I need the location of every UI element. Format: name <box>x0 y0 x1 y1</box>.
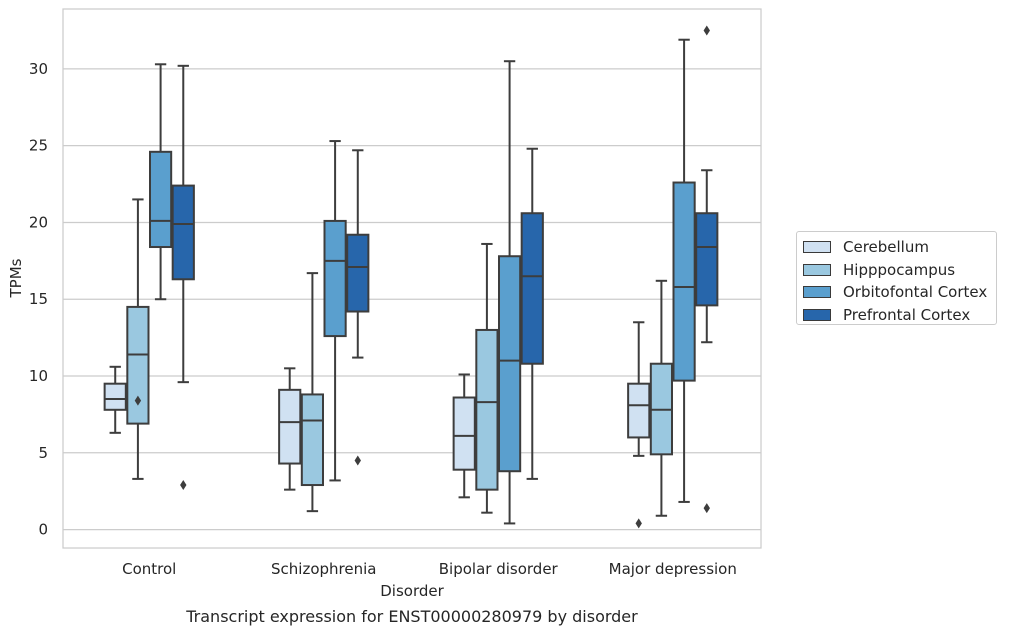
legend-swatch-prefrontal-cortex <box>803 309 831 322</box>
box-iqr <box>103 382 127 411</box>
x-tick-label-1: Schizophrenia <box>271 560 376 578</box>
box-iqr <box>520 212 544 365</box>
x-axis-label: Disorder <box>380 582 444 600</box>
box-prefrontal-cortex-1 <box>346 149 370 466</box>
outlier-marker-0 <box>703 503 710 514</box>
box-prefrontal-cortex-3 <box>695 25 719 514</box>
box-iqr <box>672 181 696 382</box>
legend-swatch-cerebellum <box>803 241 831 254</box>
box-iqr <box>300 393 325 487</box>
legend-item-cerebellum: Cerebellum <box>803 236 996 259</box>
x-tick-label-0: Control <box>122 560 176 578</box>
box-iqr <box>695 212 719 307</box>
box-iqr <box>475 328 499 491</box>
box-cerebellum-2 <box>452 373 476 499</box>
box-cerebellum-0 <box>103 365 127 434</box>
legend-label-cerebellum: Cerebellum <box>843 238 929 257</box>
x-tick-label-3: Major depression <box>609 560 737 578</box>
box-iqr <box>346 233 370 313</box>
outlier-marker-0 <box>354 455 361 466</box>
box-prefrontal-cortex-2 <box>520 147 544 480</box>
y-tick-label-10: 10 <box>29 367 48 385</box>
box-hipppocampus-2 <box>475 242 499 514</box>
box-iqr <box>452 396 476 471</box>
box-hipppocampus-1 <box>300 272 325 513</box>
legend-label-prefrontal-cortex: Prefrontal Cortex <box>843 306 971 325</box>
box-iqr <box>149 150 173 249</box>
y-tick-label-30: 30 <box>29 60 48 78</box>
box-iqr <box>126 305 150 425</box>
box-prefrontal-cortex-0 <box>171 64 195 491</box>
outlier-marker-0 <box>180 480 187 491</box>
box-cerebellum-1 <box>278 367 302 491</box>
box-orbitofontal-cortex-1 <box>323 140 347 482</box>
legend-label-orbitofrontal-cortex: Orbitofontal Cortex <box>843 283 988 302</box>
outlier-marker-0 <box>635 518 642 529</box>
box-orbitofontal-cortex-3 <box>672 38 696 503</box>
legend-item-hippocampus: Hipppocampus <box>803 259 996 282</box>
box-cerebellum-3 <box>627 321 651 529</box>
boxes <box>103 25 719 529</box>
y-tick-labels: 0 5 10 15 20 25 30 <box>29 60 48 539</box>
y-tick-label-25: 25 <box>29 137 48 155</box>
box-hipppocampus-0 <box>126 198 150 480</box>
box-iqr <box>323 219 347 338</box>
x-tick-label-2: Bipolar disorder <box>439 560 559 578</box>
box-iqr <box>627 382 651 439</box>
y-tick-label-15: 15 <box>29 290 48 308</box>
box-orbitofontal-cortex-2 <box>498 60 522 525</box>
y-axis-label: TPMs <box>7 258 25 298</box>
chart-title: Transcript expression for ENST0000028097… <box>185 607 638 626</box>
legend: Cerebellum Hipppocampus Orbitofontal Cor… <box>796 231 997 325</box>
box-iqr <box>278 388 302 465</box>
legend-swatch-hippocampus <box>803 263 831 276</box>
box-iqr <box>171 184 195 281</box>
outlier-marker-1 <box>703 25 710 36</box>
outlier-marker-0 <box>134 395 142 406</box>
box-hipppocampus-3 <box>649 279 674 517</box>
box-orbitofontal-cortex-0 <box>149 63 173 301</box>
y-tick-label-20: 20 <box>29 213 48 231</box>
x-tick-labels: Control Schizophrenia Bipolar disorder Majo… <box>122 560 737 578</box>
legend-item-orbitofrontal-cortex: Orbitofontal Cortex <box>803 281 996 304</box>
legend-swatch-orbitofrontal-cortex <box>803 286 831 299</box>
y-tick-label-0: 0 <box>38 521 48 539</box>
y-tick-label-5: 5 <box>38 444 48 462</box>
legend-label-hippocampus: Hipppocampus <box>843 260 956 279</box>
box-iqr <box>498 255 522 473</box>
legend-item-prefrontal-cortex: Prefrontal Cortex <box>803 304 996 327</box>
gridlines <box>63 68 761 531</box>
plot-frame <box>62 8 762 549</box>
